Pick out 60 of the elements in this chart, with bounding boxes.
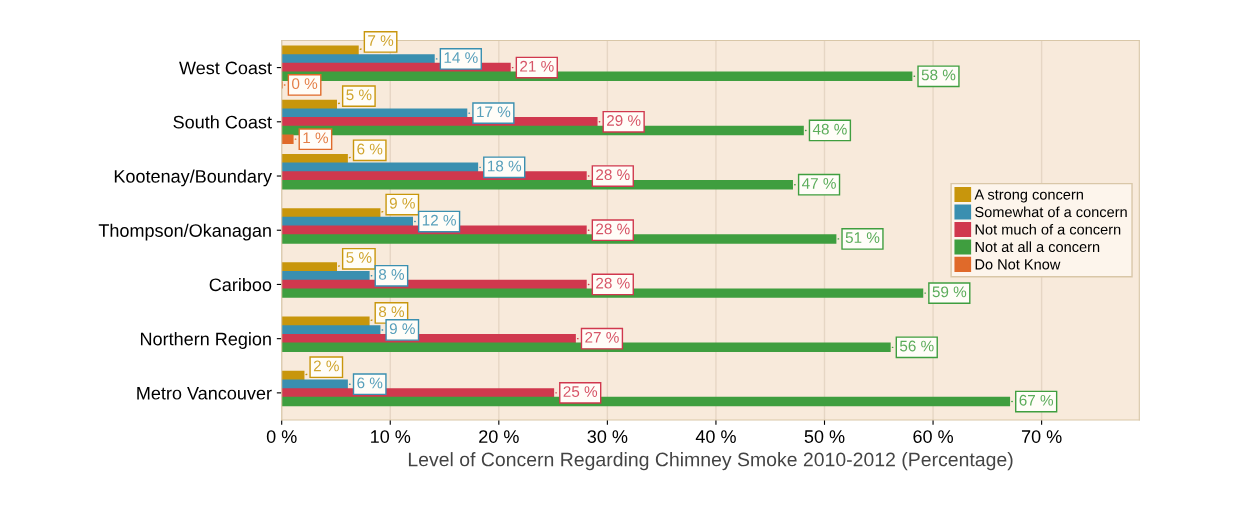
x-tick-label: 0 % xyxy=(266,430,297,443)
data-label: 28 % xyxy=(596,277,630,289)
data-label: 59 % xyxy=(932,286,967,298)
data-label: 9 % xyxy=(389,323,415,335)
data-label: 28 % xyxy=(596,169,630,181)
bar xyxy=(281,108,468,118)
data-label: 0 % xyxy=(292,78,318,90)
x-tick-label: 40 % xyxy=(695,430,736,443)
bar xyxy=(281,325,381,335)
data-label: 9 % xyxy=(389,197,415,209)
legend-label: A strong concern xyxy=(974,189,1083,203)
x-tick-label: 50 % xyxy=(804,430,845,443)
bar xyxy=(281,134,294,144)
data-label: 8 % xyxy=(378,306,405,318)
bar xyxy=(281,54,435,64)
data-label: 5 % xyxy=(346,89,372,101)
x-axis-title: Level of Concern Regarding Chimney Smoke 2010-2012 (Percentage) xyxy=(408,452,1013,471)
legend-label: Not much of a concern xyxy=(975,223,1121,235)
bar xyxy=(281,271,370,281)
y-tick-label: Cariboo xyxy=(209,277,272,292)
bar xyxy=(281,153,348,164)
data-label: 18 % xyxy=(487,160,522,172)
data-label: 6 % xyxy=(357,377,383,389)
x-tick-label: 70 % xyxy=(1021,430,1062,443)
data-label: 25 % xyxy=(563,386,598,397)
data-label: 58 % xyxy=(921,69,956,81)
data-label: 14 % xyxy=(444,52,478,63)
y-tick-label: West Coast xyxy=(179,61,272,75)
x-tick-label: 30 % xyxy=(587,430,628,443)
data-label: 12 % xyxy=(422,214,456,226)
x-tick-label: 60 % xyxy=(913,430,953,443)
data-label: 48 % xyxy=(812,123,847,135)
data-label: 7 % xyxy=(368,35,394,46)
data-label: 47 % xyxy=(802,178,836,189)
data-label: 28 % xyxy=(596,223,630,235)
data-label: 51 % xyxy=(845,232,880,244)
data-label: 21 % xyxy=(520,60,554,72)
y-tick-label: Northern Region xyxy=(140,332,271,349)
legend-label: Somewhat of a concern xyxy=(975,206,1127,218)
legend-label: Not at all a concern xyxy=(975,241,1100,253)
data-label: 1 % xyxy=(303,132,329,144)
bar xyxy=(281,216,414,227)
y-tick-label: Metro Vancouver xyxy=(137,386,272,400)
data-label: 17 % xyxy=(477,106,511,118)
x-tick-label: 20 % xyxy=(479,430,519,443)
y-tick-label: Kootenay/Boundary xyxy=(114,169,272,187)
legend-label: Do Not Know xyxy=(975,259,1061,270)
data-label: 56 % xyxy=(899,340,934,352)
bar xyxy=(281,262,338,272)
y-tick-label: Thompson/Okanagan xyxy=(98,223,271,241)
data-label: 6 % xyxy=(357,143,383,155)
data-label: 27 % xyxy=(585,331,619,343)
y-tick-label: South Coast xyxy=(173,115,272,129)
bar xyxy=(281,208,381,218)
data-label: 2 % xyxy=(313,360,339,372)
data-label: 67 % xyxy=(1019,394,1054,406)
data-label: 29 % xyxy=(607,115,641,126)
x-tick-label: 10 % xyxy=(371,430,411,443)
data-label: 8 % xyxy=(378,269,405,280)
data-label: 5 % xyxy=(346,252,372,263)
